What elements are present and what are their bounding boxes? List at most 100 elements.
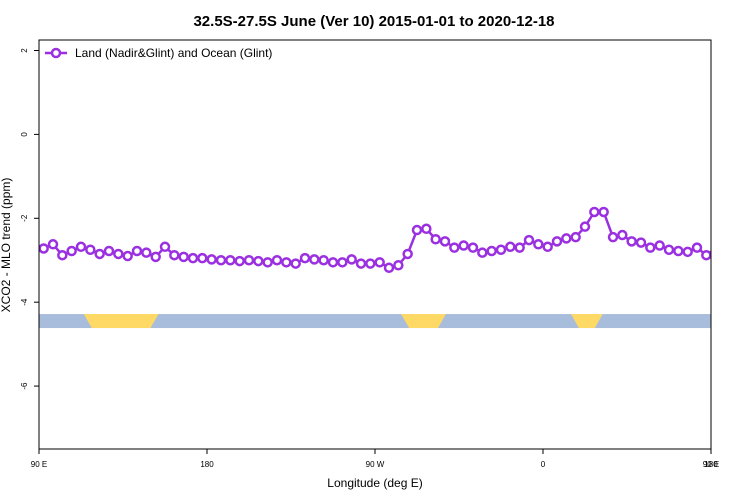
data-point: [721, 242, 729, 250]
data-point: [178, 251, 189, 263]
data-point: [57, 249, 68, 261]
data-point: [299, 252, 311, 264]
data-point: [131, 245, 143, 257]
data-point: [458, 240, 469, 251]
legend-marker-swatch: [50, 47, 62, 59]
data-point: [318, 254, 329, 266]
data-point: [626, 236, 637, 247]
data-point: [486, 245, 497, 257]
data-point: [542, 241, 553, 253]
y-tick-label: -4: [20, 298, 29, 306]
data-point: [169, 249, 180, 261]
x-tick-label-secondary: 180: [704, 460, 718, 469]
data-point: [421, 223, 432, 235]
x-axis-label: Longitude (deg E): [327, 476, 422, 490]
data-point: [374, 257, 385, 268]
data-point: [477, 247, 488, 258]
data-point: [645, 242, 656, 253]
series-layer: [39, 206, 748, 274]
data-point: [39, 243, 49, 254]
data-point: [523, 234, 535, 246]
data-point: [607, 231, 619, 243]
data-point: [579, 221, 591, 232]
data-point: [365, 258, 376, 269]
data-point: [393, 260, 404, 271]
data-point: [215, 254, 227, 266]
data-point: [710, 246, 711, 251]
data-point: [113, 248, 124, 260]
data-point: [327, 257, 339, 268]
data-point: [234, 255, 245, 267]
data-point: [383, 262, 395, 274]
data-point: [159, 241, 171, 253]
data-point: [355, 258, 367, 269]
data-point: [467, 242, 479, 253]
x-tick-label: 0: [541, 460, 546, 469]
data-point: [533, 239, 544, 250]
x-tick-label: 90 E: [31, 460, 47, 469]
data-point: [187, 252, 199, 264]
data-point: [141, 247, 152, 258]
series-group: [39, 206, 748, 274]
data-point: [309, 254, 320, 265]
data-point: [271, 254, 283, 266]
y-tick-label: -2: [20, 214, 29, 222]
data-point: [439, 236, 451, 247]
data-point: [150, 251, 161, 263]
data-point: [122, 250, 133, 262]
surface-band: [39, 314, 711, 329]
data-point: [561, 233, 572, 244]
data-point: [75, 241, 87, 253]
plot-frame: [38, 39, 712, 450]
data-point: [495, 244, 507, 255]
data-point: [673, 245, 684, 257]
data-point: [430, 234, 441, 245]
data-point: [740, 248, 748, 256]
ocean-band: [39, 314, 711, 329]
data-point: [570, 231, 581, 243]
data-point: [635, 237, 647, 248]
data-point: [589, 206, 600, 218]
data-point: [654, 240, 665, 251]
data-point: [730, 251, 738, 259]
chart-title: 32.5S-27.5S June (Ver 10) 2015-01-01 to …: [193, 13, 554, 30]
x-tick-label: 90 E: [703, 460, 719, 469]
data-point: [514, 242, 525, 253]
data-point: [281, 257, 292, 268]
data-point: [66, 245, 77, 257]
data-point: [94, 248, 105, 260]
data-point: [551, 236, 563, 247]
y-tick-label: 2: [20, 48, 29, 53]
data-point: [691, 242, 703, 253]
x-tick-label: 180: [200, 460, 214, 469]
land-band-segment: [571, 314, 603, 329]
y-axis-label: XCO2 - MLO trend (ppm): [0, 178, 13, 313]
x-tick-label: 90 W: [366, 460, 385, 469]
land-band-segment: [401, 314, 446, 329]
data-point: [253, 255, 264, 267]
data-point: [290, 258, 301, 269]
data-point: [663, 244, 675, 255]
data-point: [103, 245, 115, 257]
data-point: [243, 254, 255, 266]
data-point: [197, 252, 208, 264]
legend-entry-label: Land (Nadir&Glint) and Ocean (Glint): [75, 46, 272, 60]
data-point: [598, 206, 609, 218]
data-point: [225, 254, 236, 266]
data-point: [617, 229, 628, 241]
data-point: [206, 254, 217, 265]
legend: Land (Nadir&Glint) and Ocean (Glint): [45, 46, 272, 60]
data-point: [337, 257, 348, 268]
data-point: [85, 244, 96, 255]
y-axis: 2 0 -2 -4 -6: [20, 48, 39, 390]
data-point: [449, 242, 460, 253]
data-point: [411, 224, 423, 236]
data-point: [505, 241, 516, 253]
data-point: [402, 248, 413, 260]
data-point: [682, 246, 693, 258]
data-point: [701, 249, 711, 261]
data-point: [262, 257, 273, 268]
land-band-segment: [83, 314, 159, 329]
